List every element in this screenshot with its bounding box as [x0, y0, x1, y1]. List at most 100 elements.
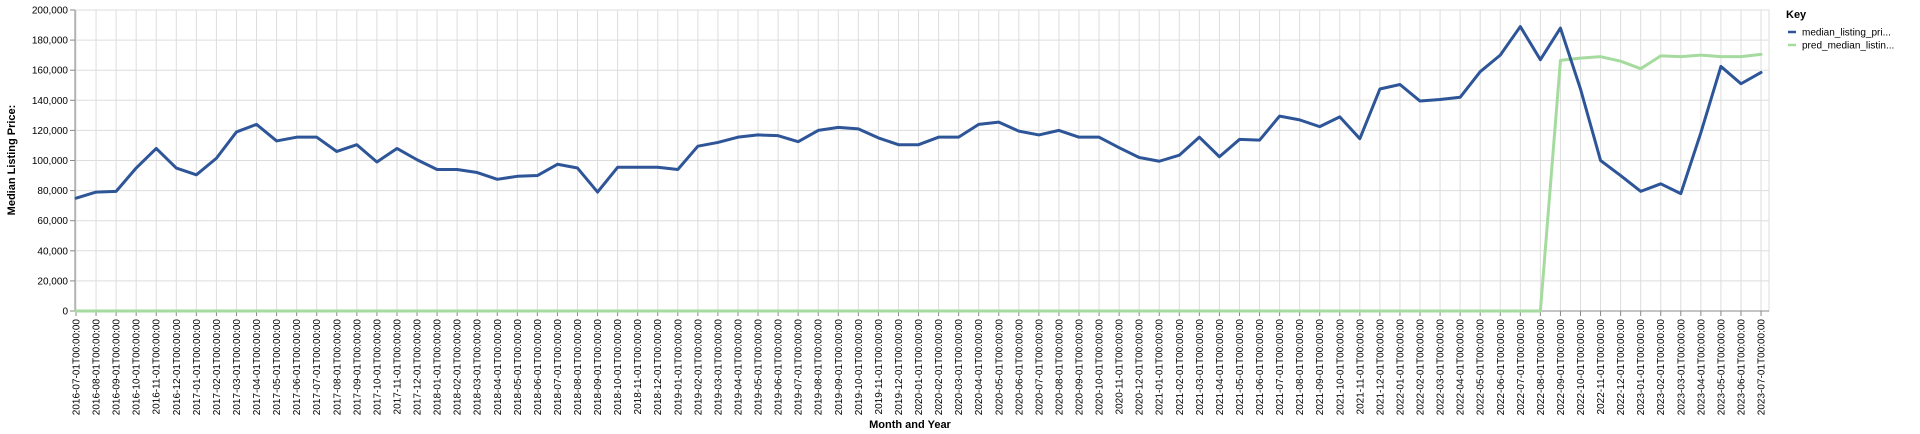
- gridlines: [74, 9, 1770, 312]
- x-tick-label: 2018-11-01T00:00:00: [633, 319, 644, 415]
- y-tick-label: 140,000: [32, 96, 69, 107]
- x-tick-label: 2019-02-01T00:00:00: [693, 319, 704, 416]
- x-tick-label: 2020-08-01T00:00:00: [1054, 319, 1065, 416]
- x-tick-label: 2021-12-01T00:00:00: [1375, 319, 1386, 416]
- x-tick-label: 2022-03-01T00:00:00: [1436, 319, 1447, 416]
- x-tick-label: 2017-09-01T00:00:00: [352, 319, 363, 416]
- x-axis: 2016-07-01T00:00:00 2016-08-01T00:00:00 20…: [72, 310, 1769, 416]
- x-tick-label: 2022-09-01T00:00:00: [1556, 319, 1567, 416]
- x-tick-label: 2018-09-01T00:00:00: [593, 319, 604, 416]
- x-tick-label: 2018-05-01T00:00:00: [513, 319, 524, 416]
- x-tick-label: 2022-06-01T00:00:00: [1496, 319, 1507, 416]
- x-tick-label: 2021-06-01T00:00:00: [1255, 319, 1266, 416]
- x-tick-label: 2023-02-01T00:00:00: [1656, 319, 1667, 416]
- x-tick-label: 2023-03-01T00:00:00: [1676, 319, 1687, 416]
- y-tick-label: 80,000: [37, 186, 68, 197]
- x-tick-label: 2019-01-01T00:00:00: [673, 319, 684, 416]
- x-tick-label: 2019-10-01T00:00:00: [854, 319, 865, 416]
- y-tick-label: 60,000: [37, 216, 68, 227]
- x-tick-label: 2021-08-01T00:00:00: [1295, 319, 1306, 416]
- y-tick-label: 40,000: [37, 246, 68, 257]
- x-tick-label: 2017-12-01T00:00:00: [413, 319, 424, 416]
- y-tick-label: 20,000: [37, 276, 68, 287]
- x-tick-label: 2018-10-01T00:00:00: [613, 319, 624, 416]
- x-tick-label: 2023-07-01T00:00:00: [1757, 319, 1768, 416]
- x-tick-label: 2018-06-01T00:00:00: [533, 319, 544, 416]
- x-tick-label: 2018-07-01T00:00:00: [553, 319, 564, 416]
- y-tick-label: 100,000: [32, 156, 69, 167]
- x-tick-label: 2020-01-01T00:00:00: [914, 319, 925, 416]
- x-tick-label: 2018-02-01T00:00:00: [453, 319, 464, 416]
- x-tick-label: 2021-02-01T00:00:00: [1175, 319, 1186, 416]
- x-tick-label: 2022-02-01T00:00:00: [1416, 319, 1427, 416]
- x-tick-label: 2022-01-01T00:00:00: [1395, 319, 1406, 416]
- x-tick-label: 2017-01-01T00:00:00: [192, 319, 203, 416]
- x-tick-label: 2017-10-01T00:00:00: [372, 319, 383, 416]
- x-tick-label: 2021-09-01T00:00:00: [1315, 319, 1326, 416]
- x-tick-label: 2018-03-01T00:00:00: [473, 319, 484, 416]
- y-tick-label: 120,000: [32, 126, 69, 137]
- x-tick-label: 2017-03-01T00:00:00: [232, 319, 243, 416]
- x-tick-label: 2018-04-01T00:00:00: [493, 319, 504, 416]
- x-tick-label: 2022-08-01T00:00:00: [1536, 319, 1547, 416]
- x-tick-label: 2020-05-01T00:00:00: [994, 319, 1005, 416]
- x-tick-label: 2019-04-01T00:00:00: [733, 319, 744, 416]
- x-tick-label: 2021-05-01T00:00:00: [1235, 319, 1246, 416]
- x-tick-label: 2020-09-01T00:00:00: [1075, 319, 1086, 416]
- x-tick-label: 2019-11-01T00:00:00: [874, 319, 885, 415]
- x-tick-label: 2016-09-01T00:00:00: [112, 319, 123, 416]
- x-tick-label: 2017-11-01T00:00:00: [392, 319, 403, 415]
- x-tick-label: 2018-01-01T00:00:00: [433, 319, 444, 416]
- y-tick-label: 0: [62, 307, 68, 318]
- x-tick-label: 2022-11-01T00:00:00: [1596, 319, 1607, 415]
- x-tick-label: 2020-12-01T00:00:00: [1135, 319, 1146, 416]
- x-tick-label: 2023-01-01T00:00:00: [1636, 319, 1647, 416]
- legend-label: median_listing_pri...: [1802, 28, 1891, 39]
- x-tick-label: 2020-04-01T00:00:00: [974, 319, 985, 416]
- x-tick-label: 2022-07-01T00:00:00: [1516, 319, 1527, 416]
- x-tick-label: 2020-07-01T00:00:00: [1034, 319, 1045, 416]
- y-tick-label: 160,000: [32, 66, 69, 77]
- series-line-0: [74, 25, 1763, 200]
- x-tick-label: 2023-06-01T00:00:00: [1736, 319, 1747, 416]
- x-tick-label: 2021-04-01T00:00:00: [1215, 319, 1226, 416]
- x-tick-label: 2022-05-01T00:00:00: [1476, 319, 1487, 416]
- series-line-1: [74, 52, 1763, 313]
- x-tick-label: 2020-06-01T00:00:00: [1014, 319, 1025, 416]
- x-tick-label: 2017-05-01T00:00:00: [272, 319, 283, 416]
- x-tick-label: 2021-07-01T00:00:00: [1275, 319, 1286, 416]
- x-tick-label: 2017-02-01T00:00:00: [212, 319, 223, 416]
- x-tick-label: 2019-03-01T00:00:00: [713, 319, 724, 416]
- x-tick-label: 2018-12-01T00:00:00: [653, 319, 664, 416]
- x-tick-label: 2021-03-01T00:00:00: [1195, 319, 1206, 416]
- x-tick-label: 2018-08-01T00:00:00: [573, 319, 584, 416]
- x-tick-label: 2017-06-01T00:00:00: [292, 319, 303, 416]
- x-tick-label: 2019-05-01T00:00:00: [754, 319, 765, 416]
- x-tick-label: 2017-04-01T00:00:00: [252, 319, 263, 416]
- x-tick-label: 2016-07-01T00:00:00: [72, 319, 83, 416]
- legend-label: pred_median_listin...: [1802, 41, 1894, 52]
- x-tick-label: 2022-04-01T00:00:00: [1456, 319, 1467, 416]
- x-tick-label: 2020-02-01T00:00:00: [934, 319, 945, 416]
- y-tick-label: 180,000: [32, 36, 69, 47]
- x-tick-label: 2023-04-01T00:00:00: [1696, 319, 1707, 416]
- y-tick-label: 200,000: [32, 6, 69, 17]
- y-axis-title: Median Listing Price:: [6, 105, 18, 216]
- x-tick-label: 2017-08-01T00:00:00: [332, 319, 343, 416]
- y-axis: 0 20,000 40,000 60,000 80,000 100,000 120,000 1…: [32, 6, 76, 318]
- x-tick-label: 2021-10-01T00:00:00: [1335, 319, 1346, 416]
- x-tick-label: 2021-11-01T00:00:00: [1355, 319, 1366, 415]
- series-lines: [74, 25, 1763, 313]
- x-tick-label: 2019-06-01T00:00:00: [774, 319, 785, 416]
- x-tick-label: 2019-12-01T00:00:00: [894, 319, 905, 416]
- x-tick-label: 2016-08-01T00:00:00: [92, 319, 103, 416]
- x-tick-label: 2020-03-01T00:00:00: [954, 319, 965, 416]
- x-tick-label: 2020-11-01T00:00:00: [1115, 319, 1126, 415]
- x-axis-title: Month and Year: [869, 419, 951, 431]
- x-tick-label: 2022-12-01T00:00:00: [1616, 319, 1627, 416]
- x-tick-label: 2019-08-01T00:00:00: [814, 319, 825, 416]
- x-tick-label: 2019-07-01T00:00:00: [794, 319, 805, 416]
- x-tick-label: 2016-11-01T00:00:00: [152, 319, 163, 415]
- x-tick-label: 2023-05-01T00:00:00: [1716, 319, 1727, 416]
